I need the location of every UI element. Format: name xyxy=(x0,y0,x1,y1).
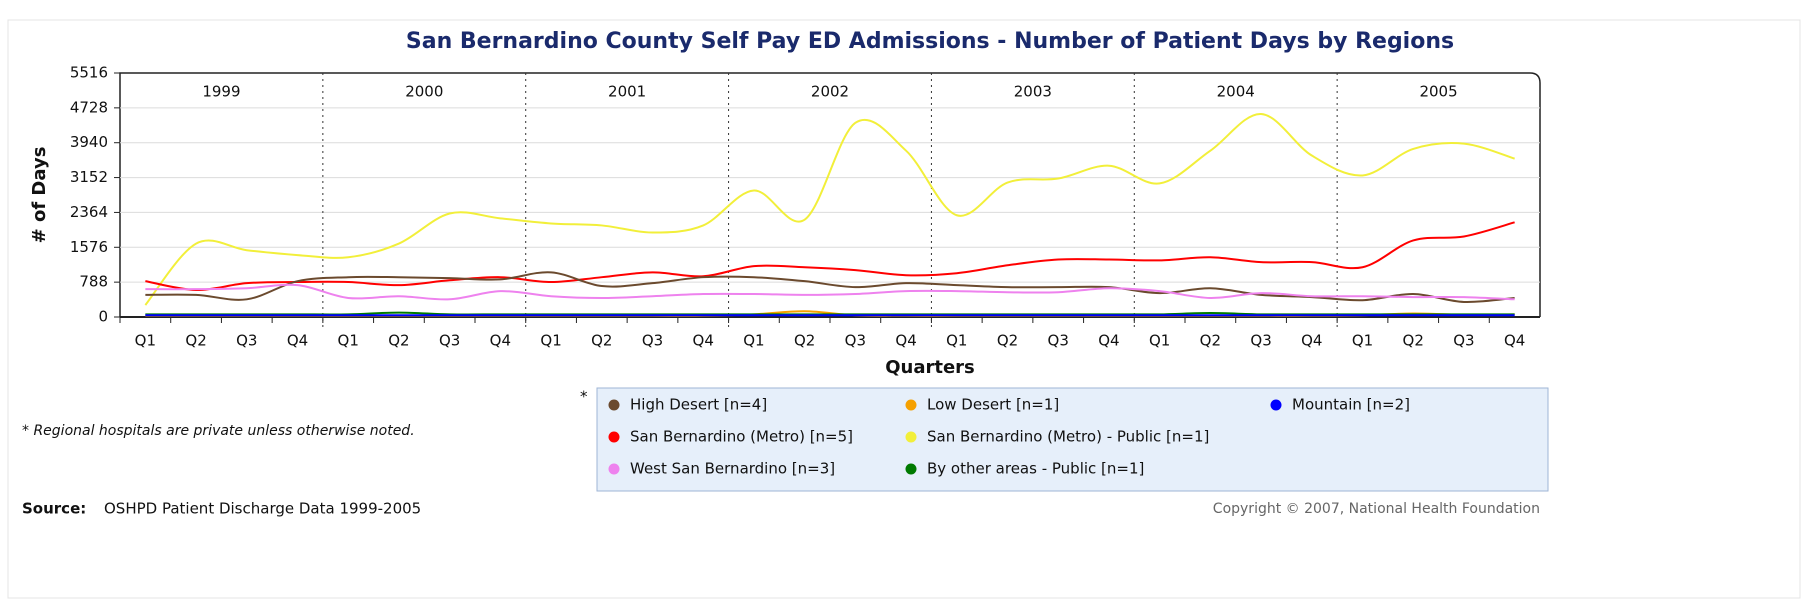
source-label: Source: xyxy=(22,500,86,518)
y-tick-label: 0 xyxy=(98,308,108,326)
x-tick-label: Q3 xyxy=(439,332,460,350)
legend-swatch xyxy=(905,463,917,475)
x-tick-label: Q2 xyxy=(1200,332,1221,350)
x-tick-label: Q2 xyxy=(591,332,612,350)
x-tick-label: Q3 xyxy=(642,332,663,350)
series-line xyxy=(144,112,1515,306)
y-axis-title: # of Days xyxy=(29,147,50,244)
y-tick-label: 3940 xyxy=(70,133,108,151)
note: * Regional hospitals are private unless … xyxy=(22,423,415,439)
x-tick-label: Q2 xyxy=(997,332,1018,350)
y-tick-label: 788 xyxy=(79,273,108,291)
legend-swatch xyxy=(608,431,620,443)
x-tick-label: Q3 xyxy=(1250,332,1271,350)
year-label: 2005 xyxy=(1419,83,1457,101)
x-tick-label: Q1 xyxy=(540,332,561,350)
x-tick-label: Q4 xyxy=(1504,332,1525,350)
x-tick-label: Q1 xyxy=(135,332,156,350)
legend-label: Low Desert [n=1] xyxy=(927,396,1059,414)
y-tick-label: 4728 xyxy=(70,98,108,116)
y-tick-label: 1576 xyxy=(70,238,108,256)
x-axis-title: Quarters xyxy=(885,357,975,378)
x-tick-label: Q4 xyxy=(693,332,714,350)
legend-label: West San Bernardino [n=3] xyxy=(630,460,835,478)
legend-label: High Desert [n=4] xyxy=(630,396,767,414)
copyright: Copyright © 2007, National Health Founda… xyxy=(1213,501,1540,517)
x-tick-label: Q3 xyxy=(1048,332,1069,350)
x-tick-label: Q2 xyxy=(388,332,409,350)
year-label: 1999 xyxy=(202,83,240,101)
legend-label: By other areas - Public [n=1] xyxy=(927,460,1144,478)
legend-swatch xyxy=(905,431,917,443)
series-line xyxy=(145,283,1515,301)
x-tick-label: Q4 xyxy=(1301,332,1322,350)
x-tick-label: Q1 xyxy=(338,332,359,350)
legend-marker: * xyxy=(580,388,588,406)
legend-label: San Bernardino (Metro) [n=5] xyxy=(630,428,853,446)
year-label: 2002 xyxy=(811,83,849,101)
y-tick-label: 2364 xyxy=(70,203,108,221)
x-tick-label: Q2 xyxy=(794,332,815,350)
x-tick-label: Q4 xyxy=(895,332,916,350)
x-tick-label: Q3 xyxy=(236,332,257,350)
year-label: 2001 xyxy=(608,83,646,101)
x-tick-label: Q4 xyxy=(287,332,308,350)
x-tick-label: Q1 xyxy=(946,332,967,350)
legend-swatch xyxy=(905,399,917,411)
year-label: 2003 xyxy=(1014,83,1052,101)
chart-title: San Bernardino County Self Pay ED Admiss… xyxy=(406,29,1454,54)
frame xyxy=(7,19,1801,599)
legend-swatch xyxy=(1270,399,1282,411)
series-line xyxy=(145,271,1515,304)
plot-frame xyxy=(119,72,1541,317)
legend-label: Mountain [n=2] xyxy=(1292,396,1410,414)
x-tick-label: Q2 xyxy=(185,332,206,350)
y-tick-label: 3152 xyxy=(70,168,108,186)
x-tick-label: Q1 xyxy=(1352,332,1373,350)
x-tick-label: Q1 xyxy=(743,332,764,350)
x-tick-label: Q2 xyxy=(1403,332,1424,350)
y-tick-label: 5516 xyxy=(70,64,108,82)
x-tick-label: Q1 xyxy=(1149,332,1170,350)
year-label: 2000 xyxy=(405,83,443,101)
legend-swatch xyxy=(608,399,620,411)
x-tick-label: Q3 xyxy=(845,332,866,350)
legend-box xyxy=(596,387,1549,492)
x-tick-label: Q4 xyxy=(490,332,511,350)
legend-swatch xyxy=(608,463,620,475)
x-tick-label: Q3 xyxy=(1453,332,1474,350)
series-line xyxy=(145,221,1515,292)
x-tick-label: Q4 xyxy=(1098,332,1119,350)
year-label: 2004 xyxy=(1217,83,1255,101)
source: OSHPD Patient Discharge Data 1999-2005 xyxy=(104,500,421,518)
legend-label: San Bernardino (Metro) - Public [n=1] xyxy=(927,428,1209,446)
